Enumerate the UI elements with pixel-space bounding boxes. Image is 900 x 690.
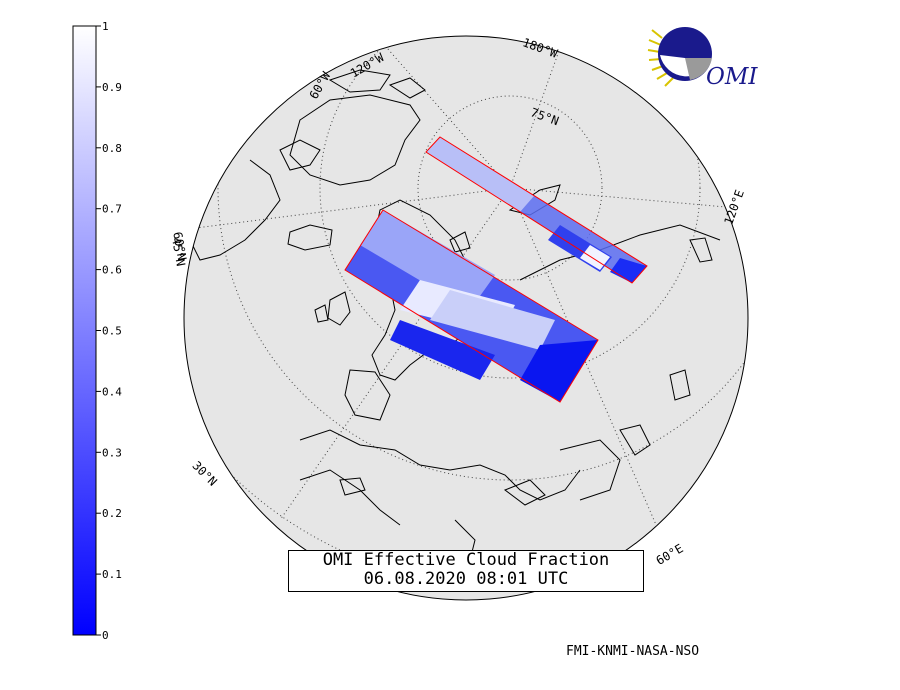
label-60e: 60°E <box>654 541 686 568</box>
label-45n: 45°N <box>169 236 188 267</box>
colorbar-gradient <box>72 25 97 636</box>
colorbar-tick-label: 0 <box>102 629 109 642</box>
map-title: OMI Effective Cloud Fraction <box>322 550 610 570</box>
map-timestamp: 06.08.2020 08:01 UTC <box>363 569 569 589</box>
colorbar-tick-label: 0.8 <box>102 142 122 155</box>
omi-sun-globe-logo <box>647 27 712 87</box>
colorbar-tick-label: 0.6 <box>102 264 122 277</box>
map-title-box: OMI Effective Cloud Fraction 06.08.2020 … <box>288 550 644 592</box>
colorbar-tick-label: 0.9 <box>102 81 122 94</box>
colorbar-tick-label: 0.4 <box>102 385 122 398</box>
label-30n: 30°N <box>189 458 219 488</box>
swath-2 <box>344 209 599 403</box>
colorbar-tick-label: 0.1 <box>102 568 122 581</box>
coastlines <box>189 69 721 561</box>
colorbar-tick-label: 0.3 <box>102 446 122 459</box>
colorbar: 0 0.1 0.2 0.3 0.4 0.5 0.6 0.7 0.8 0.9 1 <box>72 20 122 642</box>
colorbar-tick-label: 0.2 <box>102 507 122 520</box>
swath-1 <box>425 136 648 284</box>
data-credit: FMI-KNMI-NASA-NSO <box>566 644 700 659</box>
colorbar-tick-label: 0.7 <box>102 203 122 216</box>
omi-logo-text: OMI <box>706 64 758 90</box>
colorbar-ticks: 0 0.1 0.2 0.3 0.4 0.5 0.6 0.7 0.8 0.9 1 <box>96 20 122 642</box>
colorbar-tick-label: 1 <box>102 20 109 33</box>
colorbar-tick-label: 0.5 <box>102 325 122 338</box>
label-60n: 60°N <box>170 231 189 262</box>
